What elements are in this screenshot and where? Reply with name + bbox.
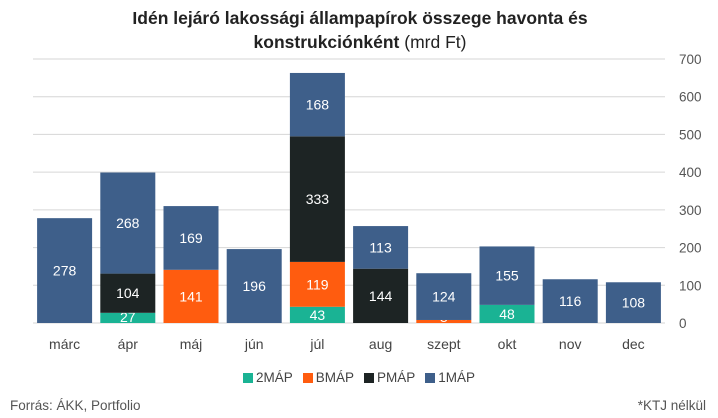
x-tick-label-dec: dec: [622, 336, 645, 352]
x-tick-label-okt: okt: [498, 336, 517, 352]
chart-title-text: Idén lejáró lakossági állampapírok össze…: [132, 8, 588, 52]
chart-title-unit: (mrd Ft): [404, 32, 467, 52]
y-tick-label-700: 700: [679, 52, 702, 67]
bar-1MÁP-jún: [226, 249, 282, 323]
bar-2MÁP-okt: [479, 304, 535, 323]
legend-label-1MÁP: 1MÁP: [438, 370, 476, 385]
bar-PMÁP-ápr: [100, 273, 156, 313]
y-tick-label-400: 400: [679, 165, 702, 180]
bar-1MÁP-máj: [163, 206, 219, 270]
bar-BMÁP-máj: [163, 269, 219, 323]
data-label-1MÁP-ápr: 268: [116, 215, 140, 231]
y-tick-label-200: 200: [679, 241, 702, 256]
y-tick-label-0: 0: [679, 316, 687, 331]
legend-swatch-1MÁP: [425, 373, 436, 383]
x-tick-label-júl: júl: [309, 336, 324, 352]
data-label-1MÁP-nov: 116: [559, 293, 582, 309]
bar-1MÁP-júl: [289, 72, 345, 137]
y-tick-label-100: 100: [679, 278, 702, 293]
data-label-PMÁP-ápr: 104: [116, 285, 140, 301]
data-label-PMÁP-júl: 333: [306, 191, 330, 207]
bar-1MÁP-dec: [605, 282, 661, 323]
legend-label-BMÁP: BMÁP: [315, 370, 354, 385]
bar-1MÁP-márc: [37, 218, 93, 323]
y-tick-label-300: 300: [679, 203, 702, 218]
legend: 2MÁP BMÁP PMÁP 1MÁP: [0, 370, 718, 385]
x-tick-label-jún: jún: [244, 336, 264, 352]
data-label-2MÁP-júl: 43: [310, 307, 326, 323]
legend-item-1MÁP: 1MÁP: [425, 370, 475, 385]
legend-swatch-2MÁP: [242, 373, 253, 383]
chart-title: Idén lejáró lakossági állampapírok össze…: [60, 6, 660, 54]
x-tick-label-márc: márc: [49, 336, 80, 352]
bar-2MÁP-júl: [289, 306, 345, 323]
bar-BMÁP-szept: [416, 319, 472, 323]
x-tick-label-szept: szept: [427, 336, 461, 352]
x-tick-label-nov: nov: [559, 336, 582, 352]
bar-1MÁP-nov: [542, 279, 598, 323]
legend-swatch-BMÁP: [302, 373, 313, 383]
bar-1MÁP-szept: [416, 273, 472, 320]
x-tick-label-máj: máj: [180, 336, 203, 352]
y-tick-label-500: 500: [679, 127, 702, 142]
bar-PMÁP-aug: [353, 268, 409, 323]
bar-2MÁP-ápr: [100, 312, 156, 323]
data-label-2MÁP-ápr: 27: [120, 309, 136, 325]
data-label-1MÁP-márc: 278: [53, 263, 77, 279]
data-label-BMÁP-júl: 119: [306, 276, 329, 292]
data-label-BMÁP-máj: 141: [179, 288, 203, 304]
bar-1MÁP-okt: [479, 246, 535, 305]
data-label-2MÁP-okt: 48: [499, 306, 515, 322]
data-label-1MÁP-okt: 155: [495, 268, 519, 284]
data-label-1MÁP-júl: 168: [306, 97, 330, 113]
bar-PMÁP-júl: [289, 136, 345, 262]
source-note: Forrás: ÁKK, Portfolio: [10, 398, 141, 413]
data-label-PMÁP-aug: 144: [369, 288, 393, 304]
legend-item-BMÁP: BMÁP: [302, 370, 354, 385]
x-tick-label-aug: aug: [369, 336, 392, 352]
legend-item-2MÁP: 2MÁP: [242, 370, 293, 385]
legend-swatch-PMÁP: [364, 373, 374, 383]
bar-1MÁP-aug: [353, 226, 409, 269]
legend-label-PMÁP: PMÁP: [377, 370, 416, 385]
data-label-1MÁP-máj: 169: [179, 230, 203, 246]
data-label-1MÁP-dec: 108: [622, 295, 646, 311]
legend-item-PMÁP: PMÁP: [364, 370, 415, 385]
data-label-1MÁP-szept: 124: [432, 289, 456, 305]
data-label-1MÁP-aug: 113: [369, 239, 392, 255]
bar-BMÁP-júl: [289, 261, 345, 307]
x-tick-label-ápr: ápr: [118, 336, 139, 352]
data-label-1MÁP-jún: 196: [243, 278, 267, 294]
legend-label-2MÁP: 2MÁP: [255, 370, 293, 385]
footnote: *KTJ nélkül: [637, 398, 706, 413]
y-tick-label-600: 600: [679, 90, 702, 105]
bar-1MÁP-ápr: [100, 172, 156, 274]
